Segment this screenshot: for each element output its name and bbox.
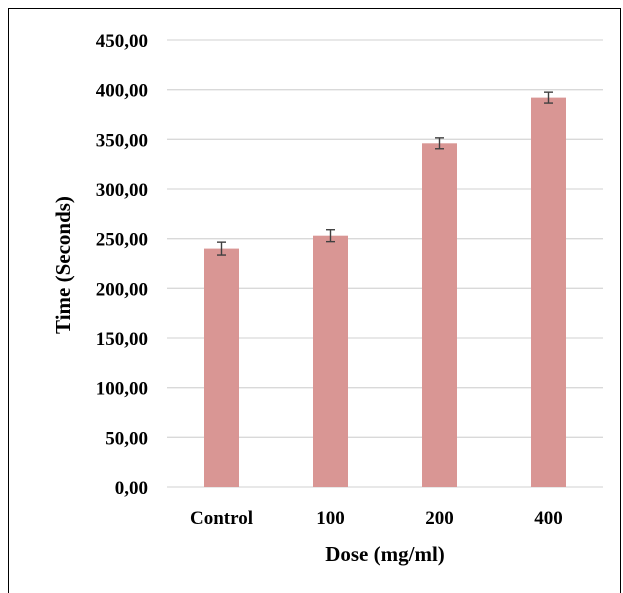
y-tick-label: 100,00 — [96, 379, 148, 400]
bars — [204, 97, 566, 487]
bar — [313, 235, 348, 487]
x-tick-label: 100 — [316, 508, 345, 529]
x-tick-label: Control — [190, 508, 253, 529]
y-tick-label: 0,00 — [115, 478, 148, 499]
bar — [422, 143, 457, 487]
y-axis-title: Time (Seconds) — [51, 196, 75, 334]
y-tick-label: 150,00 — [96, 329, 148, 350]
gridlines — [167, 39, 603, 488]
x-tick-label: 400 — [534, 508, 563, 529]
x-axis-title: Dose (mg/ml) — [325, 542, 445, 566]
y-tick-label: 50,00 — [105, 428, 148, 449]
y-tick-label: 350,00 — [96, 130, 148, 151]
y-tick-labels: 0,00 50,00 100,00 150,00 200,00 250,00 300,00 3… — [96, 31, 148, 499]
y-tick-label: 250,00 — [96, 230, 148, 251]
error-bar — [326, 229, 335, 243]
error-bar — [217, 241, 226, 256]
y-tick-label: 450,00 — [96, 31, 148, 52]
bar — [531, 97, 566, 487]
error-bar — [435, 137, 444, 150]
bar — [204, 248, 239, 487]
error-bar — [544, 91, 553, 104]
y-tick-label: 400,00 — [96, 81, 148, 102]
y-tick-label: 300,00 — [96, 180, 148, 201]
x-tick-label: 200 — [425, 508, 454, 529]
error-bars — [217, 91, 553, 256]
y-tick-label: 200,00 — [96, 279, 148, 300]
x-tick-labels: Control 100 200 400 — [190, 508, 563, 529]
